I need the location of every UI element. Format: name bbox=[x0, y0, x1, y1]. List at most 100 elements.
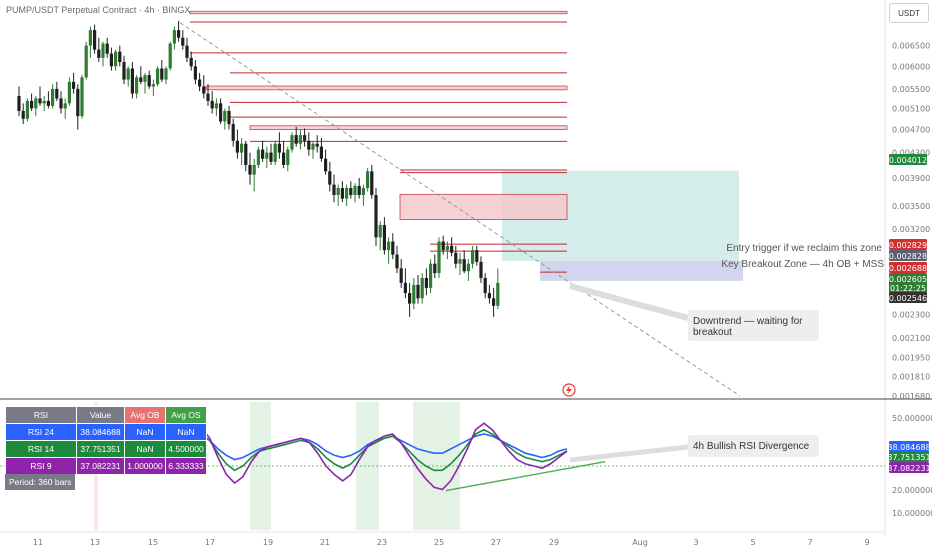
time-tick: Aug bbox=[632, 538, 648, 547]
price-tick: 0.002100 bbox=[892, 334, 930, 343]
candle-body bbox=[160, 68, 164, 80]
candle-body bbox=[51, 88, 55, 106]
candle-body bbox=[67, 81, 71, 104]
candle-body bbox=[492, 298, 496, 306]
time-axis[interactable]: 11 13 15 17 19 21 23 25 27 29 Aug 3 5 7 9 bbox=[33, 538, 870, 547]
rsi-value-label-bg bbox=[889, 462, 929, 473]
price-tick: 0.003500 bbox=[892, 202, 930, 211]
divergence-callout[interactable] bbox=[688, 435, 819, 457]
candle-body bbox=[63, 103, 67, 109]
rsi-value-label: 38.084688 bbox=[887, 443, 930, 452]
rsi-value-label: 37.751351 bbox=[887, 453, 930, 462]
candle-body bbox=[357, 185, 361, 196]
downtrend-line bbox=[179, 22, 741, 397]
candle-body bbox=[34, 98, 38, 109]
candle-body bbox=[286, 149, 290, 165]
candle-body bbox=[164, 68, 168, 80]
price-label-bg bbox=[889, 282, 927, 293]
candle-body bbox=[105, 43, 109, 54]
price-tick: 0.001810 bbox=[892, 373, 930, 382]
flash-icon[interactable] bbox=[562, 383, 576, 397]
candle-body bbox=[273, 143, 277, 162]
price-axis[interactable]: 0.006500 0.006000 0.005500 0.005100 0.004700… bbox=[892, 42, 930, 401]
rsi-table-cell: NaN bbox=[165, 423, 207, 441]
price-tick: 0.003900 bbox=[892, 174, 930, 183]
price-tick: 0.004300 bbox=[892, 149, 930, 158]
downtrend-callout[interactable] bbox=[688, 310, 819, 341]
rsi-highlight-band bbox=[356, 402, 379, 530]
candle-body bbox=[445, 245, 449, 251]
order-block bbox=[249, 125, 568, 130]
candle-body bbox=[294, 135, 298, 144]
candle-body bbox=[114, 51, 118, 67]
rsi-table-row: RSI 14 37.751351 NaN 4.500000 bbox=[5, 440, 207, 458]
rsi-table-cell: 37.082231 bbox=[76, 457, 125, 475]
candle-body bbox=[487, 293, 491, 299]
time-tick: 21 bbox=[320, 538, 330, 547]
rsi-table-cell: RSI 9 bbox=[5, 457, 77, 475]
candle-body bbox=[261, 149, 265, 159]
candle-body bbox=[97, 49, 101, 58]
annotations-layer: Entry trigger if we reclaim this zone Ke… bbox=[562, 243, 884, 397]
price-tick: 0.004700 bbox=[892, 126, 930, 135]
candle-body bbox=[156, 68, 160, 85]
candle-body bbox=[479, 261, 483, 278]
candle-body bbox=[248, 164, 252, 175]
divergence-callout-text: 4h Bullish RSI Divergence bbox=[693, 441, 810, 452]
candle-body bbox=[353, 185, 357, 196]
price-label-bg bbox=[889, 262, 927, 273]
candle-body bbox=[109, 53, 113, 67]
candle-body bbox=[454, 252, 458, 264]
divergence-line bbox=[445, 461, 606, 492]
candle-body bbox=[202, 86, 206, 94]
candle-body bbox=[223, 110, 227, 122]
candle-body bbox=[471, 250, 475, 264]
rsi-annotations: 4h Bullish RSI Divergence bbox=[569, 435, 819, 463]
price-tick: 0.003200 bbox=[892, 225, 930, 234]
price-label-bg bbox=[889, 154, 927, 165]
candle-body bbox=[84, 45, 88, 78]
candle-body bbox=[172, 30, 176, 44]
candle-body bbox=[349, 188, 353, 196]
candle-body bbox=[395, 254, 399, 269]
candle-body bbox=[252, 164, 256, 175]
candle-body bbox=[387, 241, 391, 251]
chart-title: PUMP/USDT Perpetual Contract · 4h · BING… bbox=[6, 5, 190, 15]
time-tick: 9 bbox=[864, 538, 869, 547]
candle-body bbox=[139, 77, 143, 82]
candle-body bbox=[332, 184, 336, 196]
rsi-header-name: RSI bbox=[5, 406, 77, 424]
candle-body bbox=[429, 263, 433, 288]
candle-body bbox=[189, 57, 193, 67]
candle-body bbox=[412, 284, 416, 304]
candle-body bbox=[151, 84, 155, 87]
candle-body bbox=[219, 103, 223, 122]
downtrend-line-1: Downtrend — waiting for bbox=[693, 316, 803, 327]
candle-body bbox=[130, 68, 134, 94]
candle-body bbox=[340, 188, 344, 199]
price-labels: 0.004012 0.002829 0.002828 0.002688 0.002605… bbox=[889, 154, 927, 303]
candle-body bbox=[177, 30, 181, 38]
currency-button[interactable]: USDT bbox=[889, 3, 929, 23]
rsi-header-avg-ob: Avg OB bbox=[124, 406, 166, 424]
rsi-tick: 20.000000 bbox=[892, 486, 932, 495]
time-tick: 27 bbox=[491, 538, 501, 547]
candle-body bbox=[118, 51, 122, 63]
rsi-table-cell: NaN bbox=[124, 440, 166, 458]
candle-body bbox=[240, 143, 244, 153]
candle-body bbox=[25, 100, 29, 119]
candle-body bbox=[168, 43, 172, 69]
rsi-table: RSI Value Avg OB Avg OS RSI 24 38.084688 N… bbox=[5, 406, 207, 475]
candle-body bbox=[88, 30, 92, 46]
candle-body bbox=[93, 30, 97, 50]
price-label: 0.004012 bbox=[889, 156, 927, 165]
candle-body bbox=[42, 100, 46, 104]
price-label: 0.002546 bbox=[889, 294, 927, 303]
time-tick: 11 bbox=[33, 538, 43, 547]
candle-body bbox=[181, 37, 185, 46]
candles-layer[interactable] bbox=[17, 20, 500, 317]
price-tick: 0.005500 bbox=[892, 85, 930, 94]
price-tick: 0.005100 bbox=[892, 104, 930, 113]
candle-body bbox=[462, 259, 466, 272]
candle-body bbox=[315, 143, 319, 147]
